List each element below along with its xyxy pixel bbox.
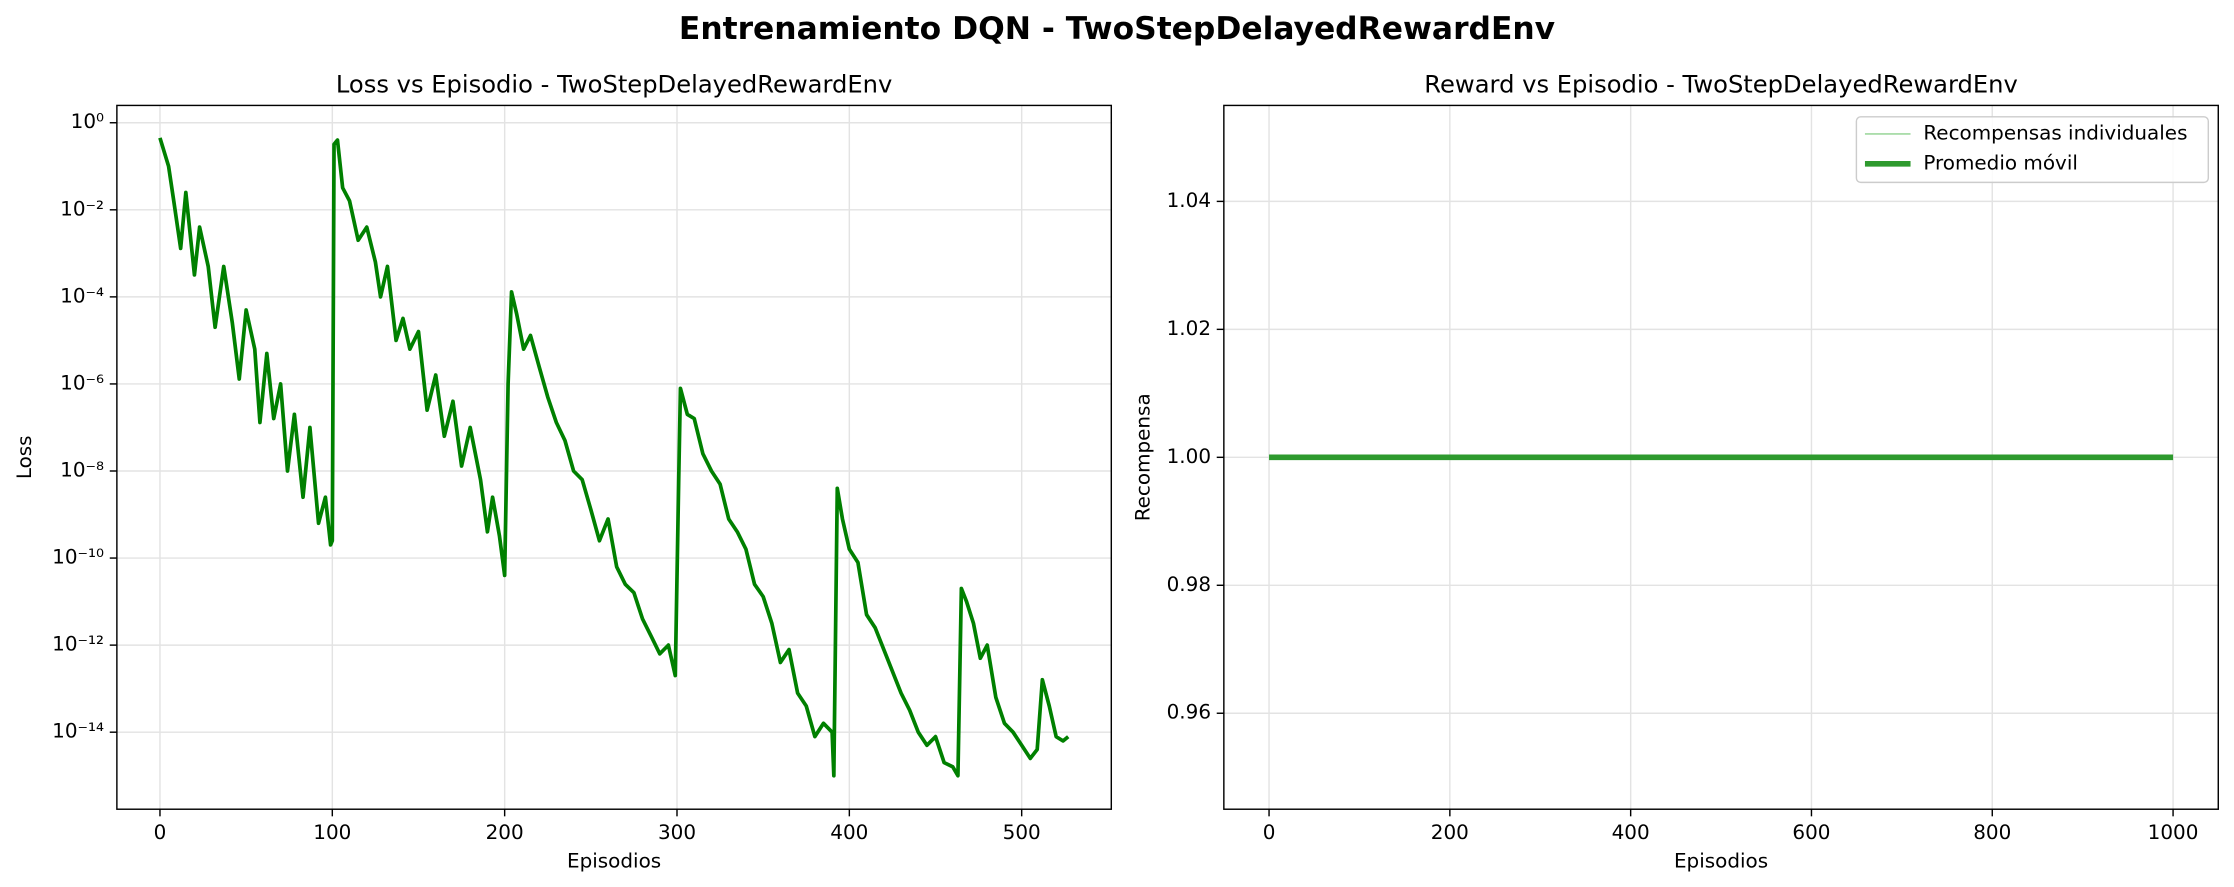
figure-title: Entrenamiento DQN - TwoStepDelayedReward… [679,11,1555,47]
y-axis-label: Loss [12,435,36,479]
legend-box [1855,116,2210,184]
y-tick-label: 10⁻⁸ [60,457,104,481]
axes-frame [1223,104,2219,810]
x-tick-label: 500 [1003,820,1041,844]
x-axis-label: Episodios [1674,848,1768,872]
axes-title: Reward vs Episodio - TwoStepDelayedRewar… [1424,70,2018,98]
y-tick-label: 1.00 [1167,444,1211,468]
x-tick-label: 200 [1431,820,1469,844]
y-axis-label: Recompensa [1131,393,1155,521]
x-tick-label: 0 [1263,820,1276,844]
loss-line [158,137,1070,778]
x-tick-label: 1000 [2148,820,2199,844]
x-tick-label: 600 [1792,820,1830,844]
y-tick-label: 10⁻¹² [52,632,104,656]
y-tick-label: 10⁻² [60,196,104,220]
legend-label: Promedio móvil [1923,150,2078,174]
plot-area [158,137,1070,778]
y-tick-label: 0.98 [1167,572,1211,596]
y-tick-label: 10⁻¹⁴ [52,719,104,743]
axes-title: Loss vs Episodio - TwoStepDelayedRewardE… [336,70,892,98]
x-tick-label: 300 [658,820,696,844]
y-tick-label: 1.02 [1167,316,1211,340]
x-tick-label: 100 [313,820,351,844]
y-tick-label: 10⁻⁶ [60,370,104,394]
x-tick-label: 400 [1612,820,1650,844]
y-tick-label: 1.04 [1167,188,1211,212]
x-tick-label: 200 [486,820,524,844]
y-tick-label: 10⁻⁴ [60,283,104,307]
x-tick-label: 800 [1973,820,2011,844]
x-tick-label: 0 [154,820,167,844]
y-tick-label: 0.96 [1167,700,1211,724]
x-axis-label: Episodios [567,848,661,872]
y-tick-label: 10⁰ [71,109,104,133]
legend-label: Recompensas individuales [1923,120,2187,144]
x-tick-label: 400 [830,820,868,844]
axes-frame [116,104,1113,810]
y-tick-label: 10⁻¹⁰ [52,545,104,569]
